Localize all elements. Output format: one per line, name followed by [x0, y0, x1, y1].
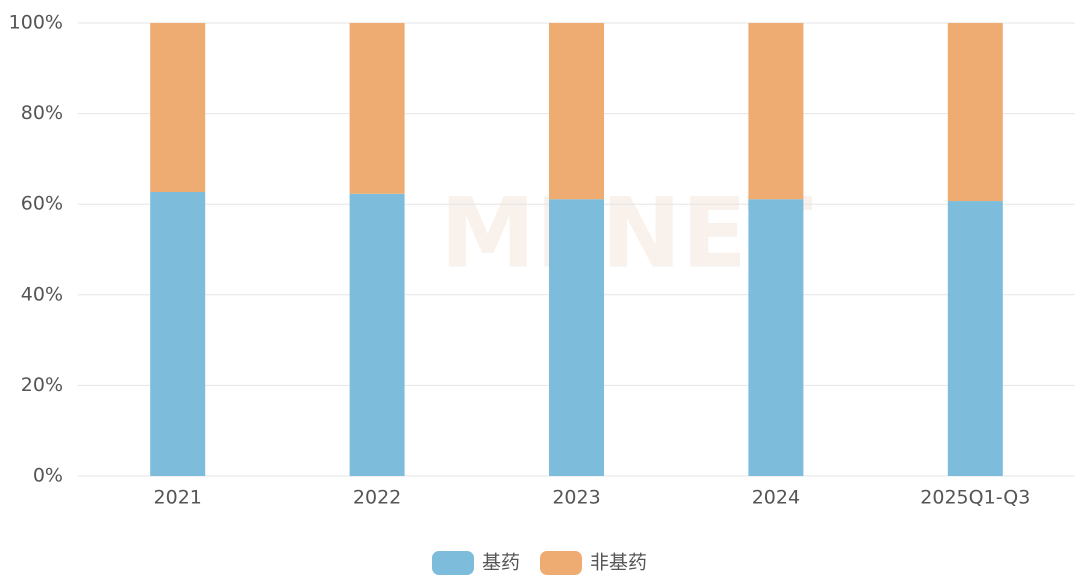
- y-tick-label: 80%: [21, 102, 63, 124]
- y-tick-label: 60%: [21, 193, 63, 215]
- bar-segment: [349, 23, 405, 194]
- bar-segment: [947, 23, 1003, 202]
- legend-swatch: [432, 551, 474, 575]
- x-tick-label: 2023: [552, 487, 600, 509]
- bar-segment: [150, 23, 206, 192]
- y-tick-label: 0%: [33, 465, 63, 487]
- x-tick-label: 2025Q1-Q3: [920, 487, 1030, 509]
- bar-segment: [947, 201, 1003, 477]
- bar-segment: [150, 191, 206, 476]
- y-tick-label: 100%: [9, 12, 63, 34]
- x-tick-label: 2022: [353, 487, 401, 509]
- legend-label: 非基药: [590, 552, 647, 574]
- bar-segment: [549, 199, 604, 477]
- legend-label: 基药: [482, 552, 520, 574]
- bar-segment: [349, 193, 405, 476]
- legend-swatch: [540, 551, 583, 575]
- y-tick-label: 40%: [21, 283, 63, 305]
- bar-segment: [748, 23, 804, 200]
- bar-segment: [549, 23, 604, 200]
- bar-segment: [748, 199, 804, 477]
- x-tick-label: 2024: [752, 487, 800, 509]
- y-tick-label: 20%: [21, 374, 63, 396]
- x-tick-label: 2021: [154, 487, 202, 509]
